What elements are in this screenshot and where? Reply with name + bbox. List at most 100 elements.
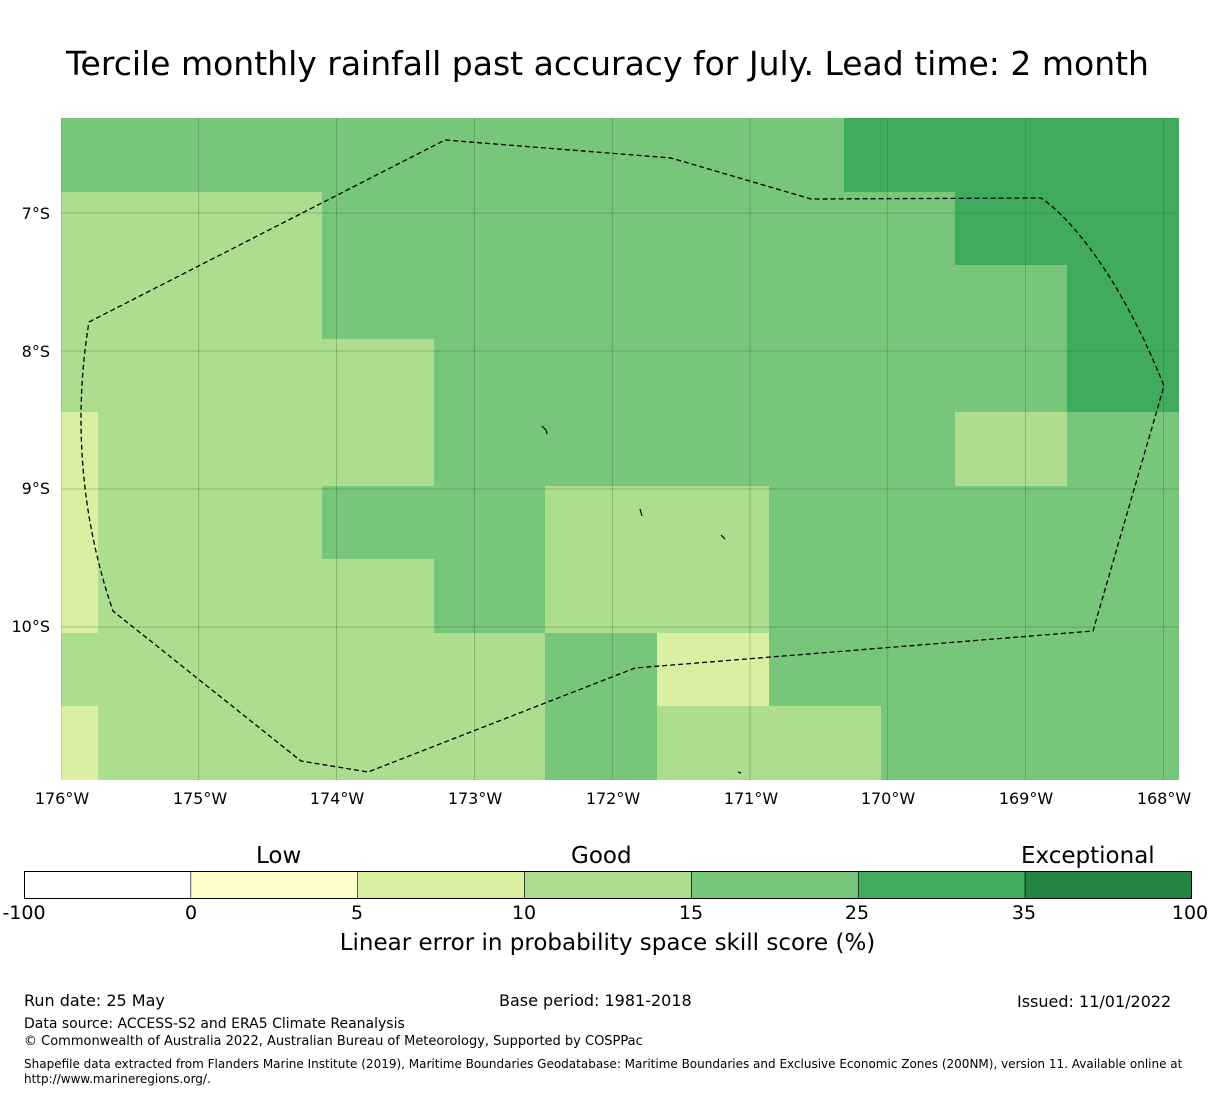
grid-cell <box>918 155 956 193</box>
grid-cell <box>993 449 1031 487</box>
grid-cell <box>434 375 472 413</box>
grid-cell <box>620 228 658 266</box>
grid-cell <box>61 412 99 450</box>
grid-cell <box>993 743 1031 780</box>
grid-cell <box>396 559 435 597</box>
grid-cell <box>396 118 435 156</box>
colorbar-tick: 10 <box>511 902 537 924</box>
grid-cell <box>1142 559 1179 597</box>
grid-cell <box>508 743 546 780</box>
grid-cell <box>881 523 919 560</box>
grid-cell <box>285 228 323 266</box>
grid-cell <box>695 633 733 671</box>
grid-cell <box>1104 743 1143 780</box>
grid-cell <box>396 706 435 744</box>
grid-cell <box>173 523 211 560</box>
grid-cell <box>918 118 956 156</box>
colorbar-bins <box>24 871 1192 899</box>
colorbar-label: Linear error in probability space skill … <box>339 930 876 956</box>
grid-cell <box>545 706 584 744</box>
grid-cell <box>359 265 397 303</box>
grid-cell <box>545 118 584 156</box>
grid-cell <box>1142 228 1179 266</box>
grid-cell <box>844 706 882 744</box>
skill-grid <box>61 118 1179 780</box>
grid-cell <box>210 559 248 597</box>
grid-cell <box>173 302 211 340</box>
grid-cell <box>471 596 509 634</box>
grid-cell <box>881 228 919 266</box>
grid-cell <box>881 155 919 193</box>
grid-cell <box>434 228 472 266</box>
grid-cell <box>844 118 882 156</box>
grid-cell <box>247 302 286 340</box>
grid-cell <box>396 633 435 671</box>
grid-cell <box>1142 523 1179 560</box>
grid-cell <box>359 559 397 597</box>
grid-cell <box>695 228 733 266</box>
grid-cell <box>769 449 807 487</box>
grid-cell <box>285 523 323 560</box>
grid-cell <box>583 375 621 413</box>
grid-cell <box>769 523 807 560</box>
grid-cell <box>322 486 360 524</box>
grid-cell <box>1030 743 1068 780</box>
grid-cell <box>732 596 770 634</box>
grid-cell <box>1104 633 1143 671</box>
grid-cell <box>620 192 658 229</box>
grid-cell <box>583 118 621 156</box>
grid-cell <box>247 596 286 634</box>
grid-cell <box>136 523 174 560</box>
grid-cell <box>210 743 248 780</box>
grid-cell <box>955 449 994 487</box>
grid-cell <box>1067 412 1105 450</box>
grid-cell <box>806 596 845 634</box>
grid-cell <box>61 449 99 487</box>
grid-cell <box>98 265 137 303</box>
grid-cell <box>210 302 248 340</box>
lon-label: 170°W <box>860 789 916 808</box>
grid-cell <box>955 118 994 156</box>
grid-cell <box>806 118 845 156</box>
grid-cell <box>247 523 286 560</box>
grid-cell <box>396 670 435 707</box>
grid-cell <box>1142 118 1179 156</box>
grid-cell <box>1030 670 1068 707</box>
grid-cell <box>657 228 696 266</box>
grid-cell <box>732 155 770 193</box>
grid-cell <box>620 449 658 487</box>
grid-cell <box>695 412 733 450</box>
grid-cell <box>471 559 509 597</box>
grid-cell <box>1104 523 1143 560</box>
grid-cell <box>322 596 360 634</box>
grid-cell <box>993 228 1031 266</box>
grid-cell <box>322 339 360 376</box>
grid-cell <box>285 633 323 671</box>
colorbar-bin <box>691 871 859 899</box>
grid-cell <box>1104 118 1143 156</box>
grid-cell <box>955 339 994 376</box>
grid-cell <box>285 118 323 156</box>
grid-cell <box>1030 596 1068 634</box>
grid-cell <box>508 596 546 634</box>
grid-cell <box>247 706 286 744</box>
grid-cell <box>1142 743 1179 780</box>
grid-cell <box>1030 302 1068 340</box>
grid-cell <box>471 228 509 266</box>
grid-cell <box>396 155 435 193</box>
lon-label: 173°W <box>447 789 503 808</box>
grid-cell <box>98 228 137 266</box>
grid-cell <box>434 706 472 744</box>
map-title: Tercile monthly rainfall past accuracy f… <box>66 44 1149 83</box>
grid-cell <box>695 523 733 560</box>
grid-cell <box>769 302 807 340</box>
grid-cell <box>247 633 286 671</box>
grid-cell <box>620 302 658 340</box>
grid-cell <box>769 192 807 229</box>
grid-cell <box>881 302 919 340</box>
grid-cell <box>247 192 286 229</box>
island-marker <box>541 425 548 435</box>
grid-cell <box>657 559 696 597</box>
grid-cell <box>434 302 472 340</box>
grid-cell <box>322 743 360 780</box>
